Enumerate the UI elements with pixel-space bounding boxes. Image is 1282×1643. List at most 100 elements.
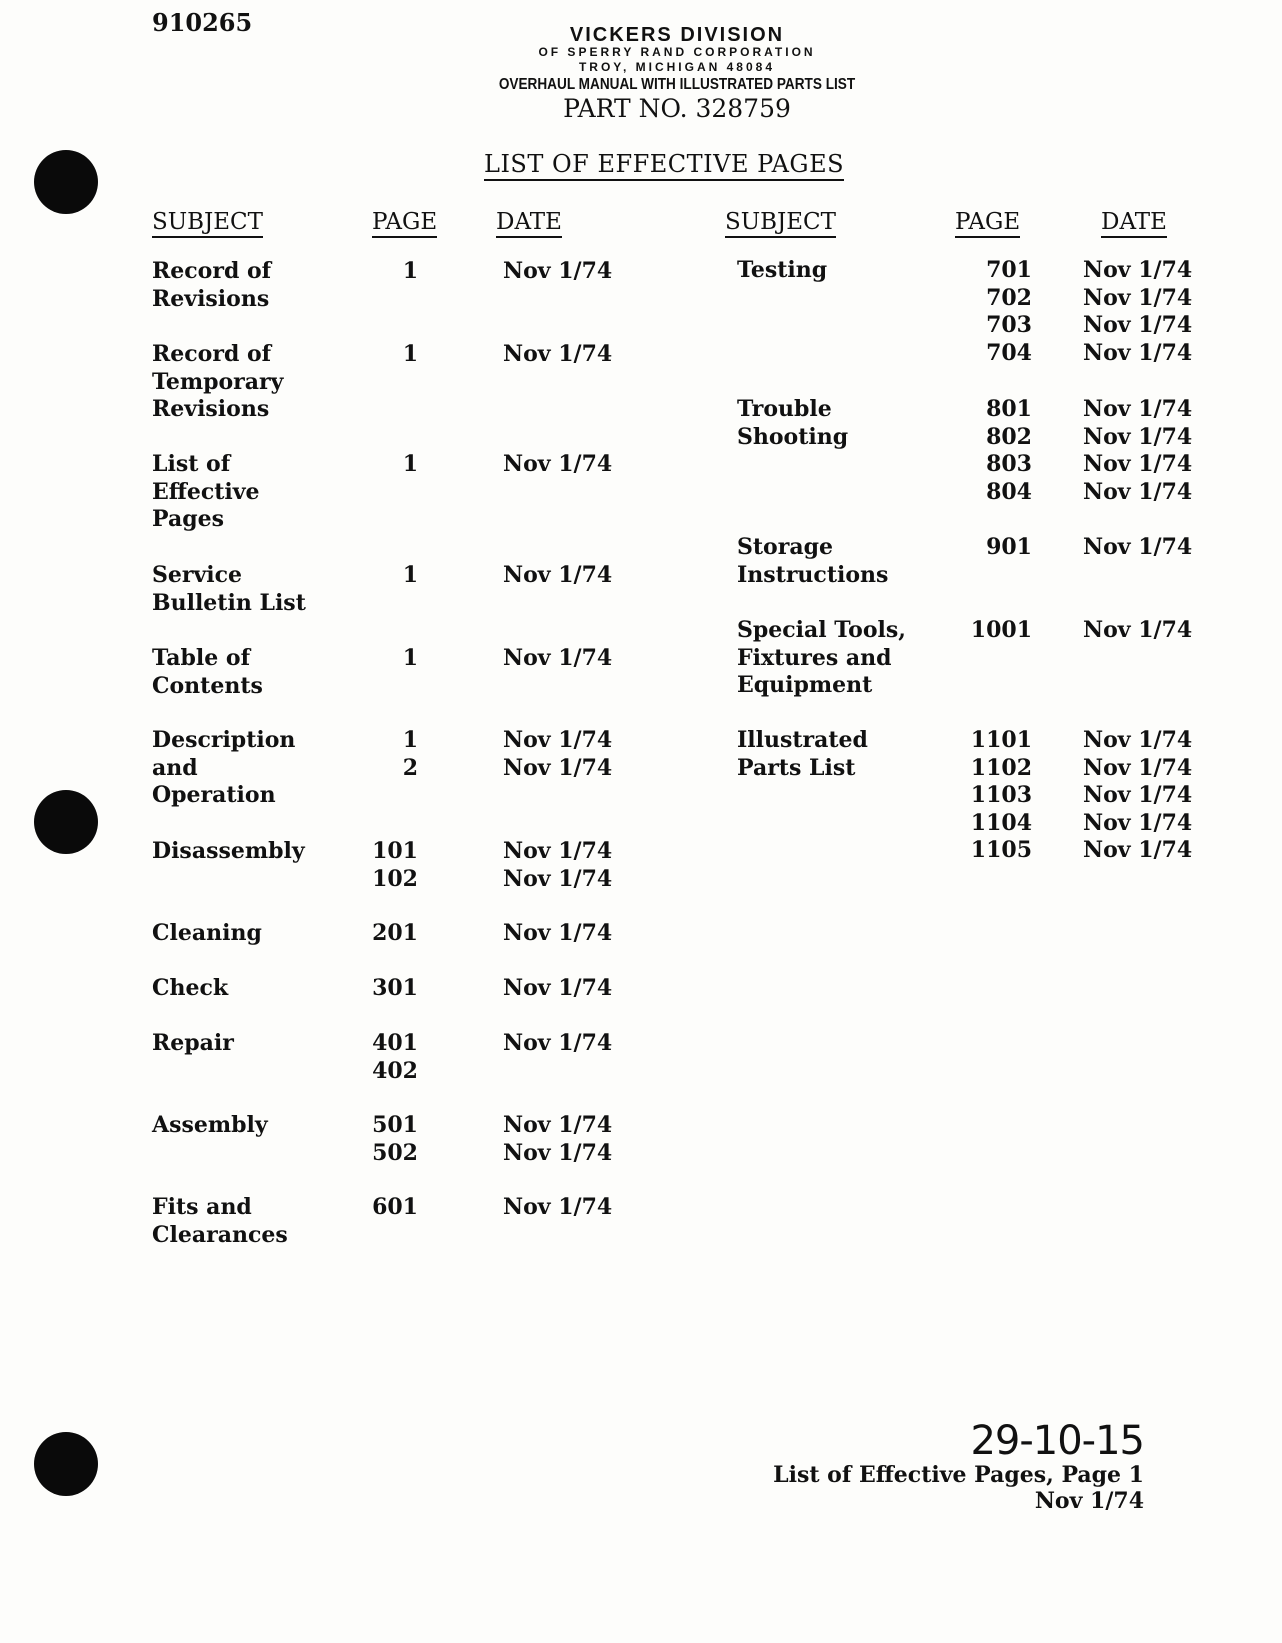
- entry-subject: Assembly: [152, 1112, 268, 1138]
- entry-page: 803: [986, 451, 1032, 478]
- entry-page: 901: [986, 534, 1032, 560]
- entry-subject: Description: [152, 727, 296, 753]
- header-corporation: OF SPERRY RAND CORPORATION: [538, 45, 816, 59]
- entry-page: 601: [372, 1194, 418, 1220]
- entry-subject: List of: [152, 451, 231, 477]
- column-header-subject: SUBJECT: [725, 209, 836, 238]
- entry-date: Nov 1/74: [1083, 534, 1193, 560]
- entry-page: 201: [372, 920, 418, 946]
- entry-subject: Testing: [737, 257, 828, 283]
- footer-date: Nov 1/74: [1034, 1488, 1144, 1514]
- entry-subject: Instructions: [737, 561, 889, 588]
- entry-page: 502: [372, 1139, 418, 1166]
- entry-page: 501: [372, 1112, 418, 1138]
- entry-page: 1102: [970, 754, 1032, 781]
- entry-page: 401: [372, 1030, 418, 1056]
- entry-date: Nov 1/74: [503, 865, 613, 892]
- chapter-code: 29-10-15: [970, 1418, 1145, 1464]
- entry-page: 704: [986, 339, 1032, 366]
- entry-subject: Trouble: [737, 396, 832, 422]
- entry-page: 1: [402, 562, 418, 588]
- entry-page: 101: [372, 838, 418, 864]
- entry-subject: Table of: [152, 645, 251, 671]
- entry-page: 1103: [970, 782, 1032, 809]
- punch-hole: [34, 150, 98, 214]
- entry-date: Nov 1/74: [1083, 396, 1193, 422]
- entry-subject: Illustrated: [737, 727, 868, 753]
- entry-page: 1: [402, 645, 418, 671]
- entry-subject: Cleaning: [152, 920, 262, 946]
- entry-page: 1: [402, 258, 418, 284]
- punch-hole: [34, 790, 98, 854]
- entry-date: Nov 1/74: [503, 838, 613, 864]
- entry-subject: Effective: [152, 478, 260, 505]
- entry-subject: Revisions: [152, 396, 270, 423]
- entry-subject: Bulletin List: [152, 589, 306, 616]
- entry-date: Nov 1/74: [1083, 451, 1193, 478]
- column-header-date: DATE: [1101, 209, 1167, 238]
- entry-page: 801: [986, 396, 1032, 422]
- entry-page: 301: [372, 975, 418, 1001]
- entry-date: Nov 1/74: [503, 1112, 613, 1138]
- column-header-date: DATE: [496, 209, 562, 238]
- entry-page: 1: [402, 727, 418, 753]
- entry-subject: Fits and: [152, 1194, 252, 1220]
- entry-date: Nov 1/74: [503, 341, 613, 367]
- column-header-page: PAGE: [372, 209, 438, 238]
- entry-date: Nov 1/74: [1083, 809, 1193, 836]
- entry-date: Nov 1/74: [503, 975, 613, 1001]
- entry-subject: Service: [152, 562, 243, 588]
- entry-subject: Parts List: [737, 754, 856, 781]
- entry-date: Nov 1/74: [1083, 339, 1193, 366]
- entry-page: 2: [402, 754, 418, 781]
- entry-date: Nov 1/74: [503, 645, 613, 671]
- entry-subject: Disassembly: [152, 838, 305, 864]
- entry-page: 702: [986, 284, 1032, 311]
- entry-date: Nov 1/74: [503, 1030, 613, 1056]
- entry-subject: Operation: [152, 782, 276, 809]
- entry-subject: Repair: [152, 1030, 234, 1056]
- entry-date: Nov 1/74: [1083, 782, 1193, 809]
- column-header-page: PAGE: [955, 209, 1021, 238]
- entry-subject: Record of: [152, 258, 272, 284]
- entry-subject: Storage: [737, 534, 833, 560]
- entry-page: 701: [986, 257, 1032, 283]
- entry-page: 1104: [970, 809, 1032, 836]
- entry-subject: and: [152, 754, 198, 781]
- entry-date: Nov 1/74: [503, 920, 613, 946]
- entry-date: Nov 1/74: [503, 451, 613, 477]
- header-manual: OVERHAUL MANUAL WITH ILLUSTRATED PARTS L…: [498, 76, 856, 93]
- page-title: LIST OF EFFECTIVE PAGES: [484, 150, 845, 181]
- entry-subject: Record of: [152, 341, 272, 367]
- entry-page: 804: [986, 478, 1032, 505]
- entry-page: 1: [402, 451, 418, 477]
- entry-date: Nov 1/74: [503, 562, 613, 588]
- footer-page-label: List of Effective Pages, Page 1: [773, 1462, 1144, 1488]
- entry-date: Nov 1/74: [1083, 423, 1193, 450]
- entry-page: 1: [402, 341, 418, 367]
- entry-page: 1101: [970, 727, 1032, 753]
- entry-date: Nov 1/74: [1083, 284, 1193, 311]
- entry-subject: Special Tools,: [737, 617, 906, 643]
- column-header-subject: SUBJECT: [152, 209, 263, 238]
- entry-page: 1001: [970, 617, 1032, 643]
- entry-subject: Equipment: [737, 672, 873, 699]
- entry-date: Nov 1/74: [1083, 478, 1193, 505]
- entry-page: 1105: [970, 837, 1032, 864]
- entry-date: Nov 1/74: [1083, 754, 1193, 781]
- entry-subject: Clearances: [152, 1221, 288, 1248]
- entry-subject: Revisions: [152, 285, 270, 312]
- entry-page: 703: [986, 312, 1032, 339]
- header-part-number: PART NO. 328759: [563, 94, 791, 123]
- entry-subject: Temporary: [152, 368, 284, 395]
- entry-date: Nov 1/74: [1083, 312, 1193, 339]
- entry-subject: Pages: [152, 506, 224, 533]
- entry-page: 802: [986, 423, 1032, 450]
- entry-date: Nov 1/74: [503, 754, 613, 781]
- entry-date: Nov 1/74: [1083, 617, 1193, 643]
- entry-subject: Shooting: [737, 423, 849, 450]
- header-location: TROY, MICHIGAN 48084: [578, 60, 776, 74]
- entry-date: Nov 1/74: [1083, 727, 1193, 753]
- entry-date: Nov 1/74: [1083, 257, 1193, 283]
- entry-subject: Contents: [152, 672, 263, 699]
